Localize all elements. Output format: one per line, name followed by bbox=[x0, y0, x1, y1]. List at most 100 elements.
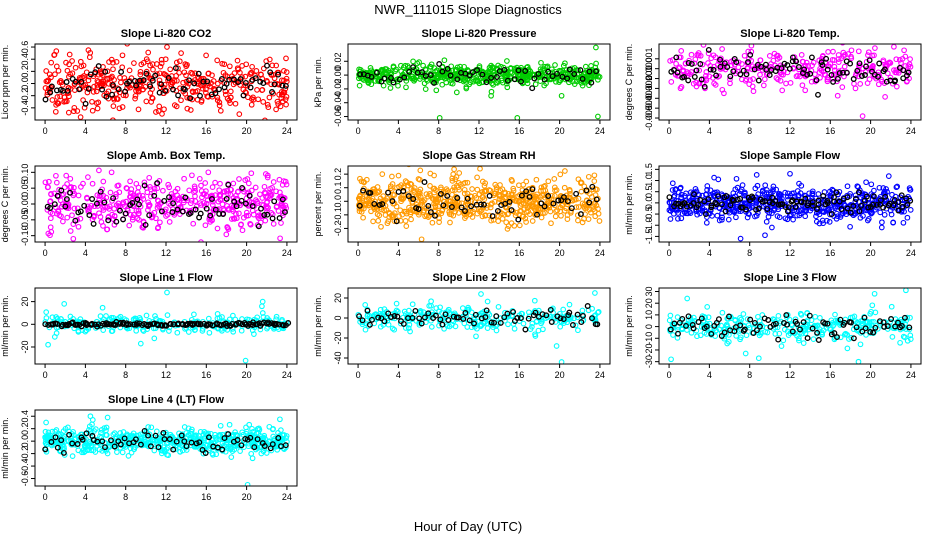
data-point bbox=[219, 314, 225, 320]
x-tick-label: 4 bbox=[83, 370, 88, 380]
y-tick-label: -0.004 bbox=[644, 95, 654, 121]
data-point bbox=[572, 322, 579, 329]
black-data-point bbox=[460, 315, 467, 322]
data-point bbox=[42, 179, 49, 186]
data-point bbox=[796, 180, 802, 187]
black-data-point bbox=[92, 69, 99, 76]
data-point bbox=[273, 62, 280, 69]
data-point bbox=[134, 215, 141, 222]
data-point bbox=[235, 66, 242, 73]
data-point bbox=[684, 69, 690, 75]
y-tick-label: -0.06 bbox=[333, 106, 343, 127]
data-point bbox=[260, 314, 267, 320]
black-data-point bbox=[518, 192, 525, 199]
data-point bbox=[100, 327, 107, 333]
data-point bbox=[216, 192, 223, 199]
black-data-point bbox=[93, 200, 100, 207]
data-point bbox=[438, 210, 445, 217]
data-point bbox=[725, 216, 732, 223]
black-data-point bbox=[580, 312, 586, 319]
points-layer bbox=[666, 288, 914, 364]
data-point bbox=[375, 217, 382, 224]
black-data-point bbox=[719, 201, 725, 208]
outlier-point bbox=[678, 48, 685, 54]
data-point bbox=[66, 61, 72, 68]
data-point bbox=[282, 178, 289, 185]
data-point bbox=[122, 203, 128, 210]
black-data-point bbox=[143, 70, 150, 77]
x-tick-label: 8 bbox=[436, 370, 441, 380]
black-data-point bbox=[152, 72, 159, 79]
data-point bbox=[431, 65, 438, 71]
data-point bbox=[558, 212, 564, 219]
data-point bbox=[244, 176, 251, 182]
black-data-point bbox=[264, 62, 270, 69]
black-data-point bbox=[425, 202, 432, 209]
y-axis-label: ml/min per min. bbox=[0, 295, 10, 357]
black-data-point bbox=[884, 323, 891, 330]
black-data-point bbox=[583, 187, 590, 194]
black-data-point bbox=[713, 201, 720, 208]
black-data-point bbox=[224, 323, 231, 329]
data-point bbox=[240, 214, 247, 221]
data-point bbox=[201, 200, 207, 206]
black-data-point bbox=[890, 202, 897, 209]
data-point bbox=[593, 202, 600, 209]
x-tick-label: 12 bbox=[785, 370, 795, 380]
black-data-point bbox=[721, 329, 728, 336]
data-point bbox=[893, 56, 900, 63]
data-point bbox=[824, 74, 831, 81]
data-point bbox=[520, 320, 527, 327]
black-data-point bbox=[275, 71, 282, 78]
data-point bbox=[132, 93, 139, 99]
data-point bbox=[230, 195, 237, 201]
black-data-point bbox=[504, 310, 511, 317]
black-data-point bbox=[58, 187, 65, 194]
data-point bbox=[408, 181, 415, 188]
data-point bbox=[46, 71, 53, 78]
black-data-point bbox=[683, 203, 690, 210]
data-point bbox=[564, 212, 571, 218]
data-point bbox=[789, 190, 795, 197]
black-data-point bbox=[798, 199, 805, 206]
data-point bbox=[796, 193, 802, 199]
data-point bbox=[80, 62, 87, 69]
x-tick-label: 24 bbox=[595, 370, 605, 380]
black-data-point bbox=[501, 314, 508, 321]
data-point bbox=[733, 333, 740, 339]
black-data-point bbox=[51, 201, 58, 208]
data-point bbox=[804, 319, 811, 325]
data-point bbox=[770, 183, 777, 190]
data-point bbox=[119, 104, 126, 110]
data-point bbox=[863, 179, 869, 186]
data-point bbox=[363, 198, 370, 204]
x-tick-label: 12 bbox=[161, 370, 171, 380]
data-point bbox=[504, 84, 511, 91]
data-point bbox=[504, 226, 511, 232]
y-tick-label: 0 bbox=[333, 315, 343, 320]
data-point bbox=[478, 310, 485, 316]
data-point bbox=[882, 94, 888, 100]
data-point bbox=[889, 334, 896, 340]
data-point bbox=[215, 198, 222, 205]
y-tick-label: 0.2 bbox=[20, 65, 30, 78]
black-data-point bbox=[494, 74, 500, 80]
x-tick-label: 12 bbox=[785, 126, 795, 136]
y-tick-label: 0.00 bbox=[333, 66, 343, 84]
data-point bbox=[727, 80, 733, 87]
data-point bbox=[251, 331, 257, 337]
data-point bbox=[428, 309, 435, 315]
outlier-point bbox=[514, 115, 521, 120]
data-point bbox=[721, 90, 727, 97]
data-point bbox=[127, 211, 134, 218]
y-tick-label: -0.5 bbox=[644, 206, 654, 222]
black-data-point bbox=[255, 223, 262, 230]
data-point bbox=[800, 340, 807, 346]
black-data-point bbox=[421, 179, 428, 186]
y-tick-label: -0.2 bbox=[333, 221, 343, 237]
data-point bbox=[248, 170, 255, 177]
y-tick-label: 0.000 bbox=[644, 57, 654, 80]
black-data-point bbox=[569, 322, 576, 328]
data-point bbox=[756, 201, 763, 208]
data-point bbox=[184, 105, 191, 112]
